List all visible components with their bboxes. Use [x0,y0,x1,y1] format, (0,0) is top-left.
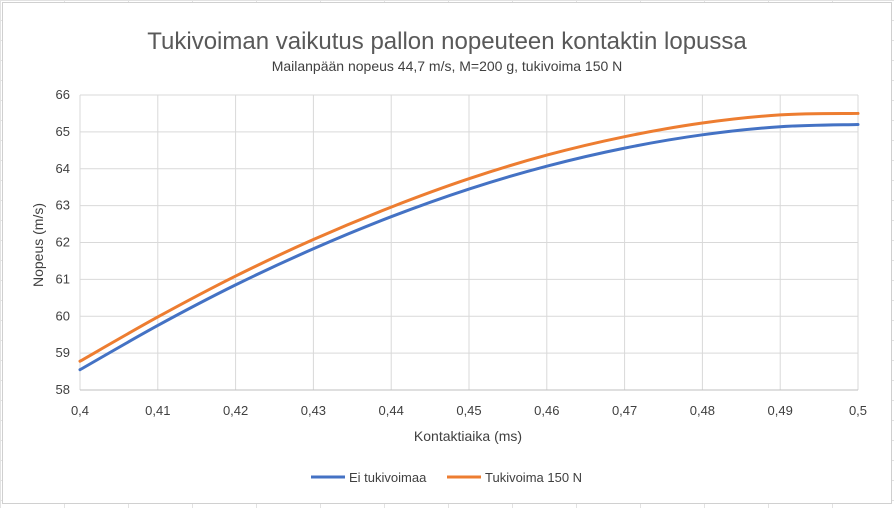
x-axis-ticks: 0,4 0,41 0,42 0,43 0,44 0,45 0,46 0,47 0,48 0,49 0… [71,403,867,418]
x-tick-label: 0,42 [223,403,248,418]
legend-label-1: Ei tukivoimaa [349,470,427,485]
x-tick-label: 0,45 [456,403,481,418]
x-tick-label: 0,49 [768,403,793,418]
x-tick-label: 0,4 [71,403,89,418]
line-chart: Tukivoiman vaikutus pallon nopeuteen kon… [30,28,867,485]
x-tick-label: 0,47 [612,403,637,418]
y-tick-label: 58 [56,382,70,397]
y-tick-label: 59 [56,345,70,360]
x-tick-label: 0,5 [849,403,867,418]
chart-subtitle: Mailanpään nopeus 44,7 m/s, M=200 g, tuk… [272,58,623,74]
y-tick-label: 63 [56,198,70,213]
y-axis-ticks: 58 59 60 61 62 63 64 65 66 [56,87,70,397]
y-tick-label: 66 [56,87,70,102]
gridlines [79,94,859,391]
legend: Ei tukivoimaa Tukivoima 150 N [311,470,582,485]
x-axis-title: Kontaktiaika (ms) [414,428,522,444]
legend-label-2: Tukivoima 150 N [485,470,582,485]
x-tick-label: 0,48 [690,403,715,418]
x-tick-label: 0,44 [379,403,404,418]
x-tick-label: 0,43 [301,403,326,418]
y-tick-label: 64 [56,161,70,176]
y-tick-label: 65 [56,124,70,139]
series-lines [78,111,860,372]
y-tick-label: 62 [56,235,70,250]
x-tick-label: 0,41 [145,403,170,418]
x-tick-label: 0,46 [534,403,559,418]
y-tick-label: 61 [56,271,70,286]
chart-title: Tukivoiman vaikutus pallon nopeuteen kon… [147,28,747,55]
y-axis-title: Nopeus (m/s) [30,203,46,287]
series-line-2 [78,111,860,363]
y-tick-label: 60 [56,308,70,323]
series-line-1 [78,123,860,372]
